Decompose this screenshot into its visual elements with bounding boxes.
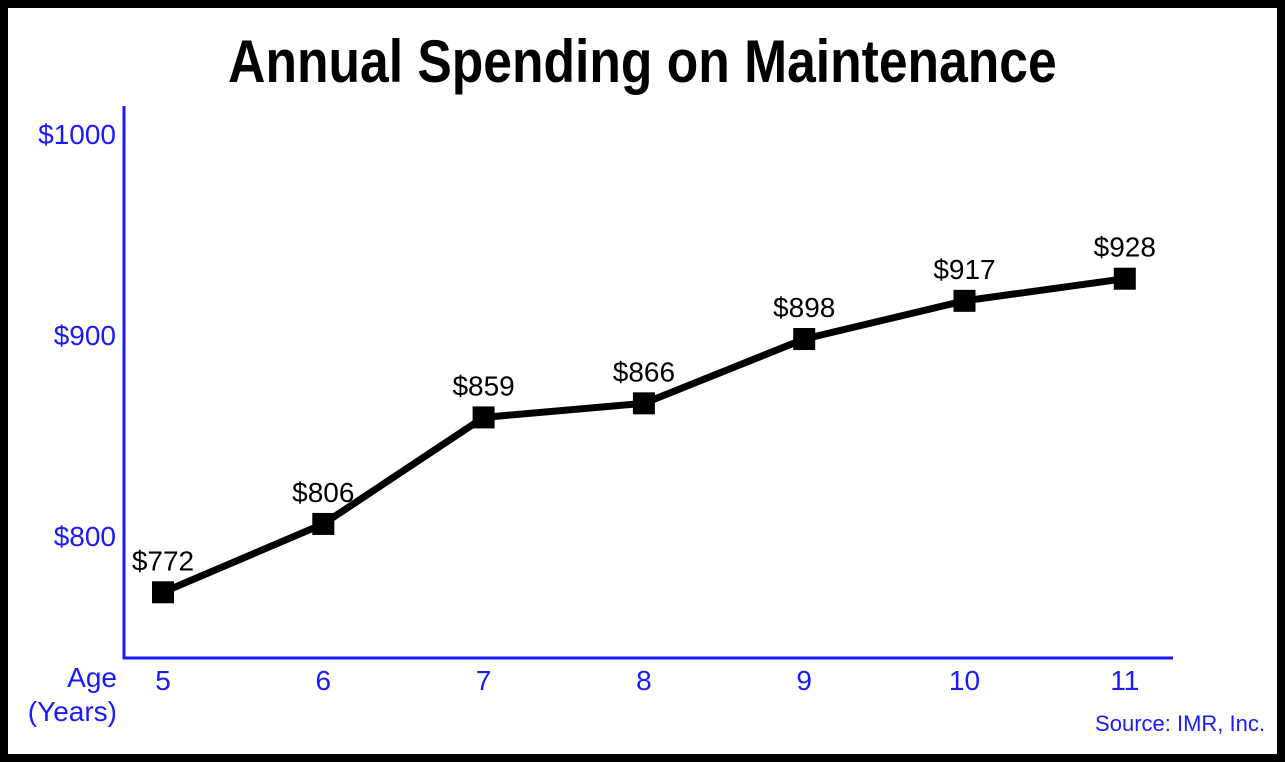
data-point-marker <box>312 512 335 535</box>
x-tick-label: 10 <box>949 665 980 696</box>
x-tick-label: 8 <box>636 665 652 696</box>
data-point-marker <box>793 328 816 351</box>
chart-marks: $772 $806 $859 $866 $898 $917 $928 <box>132 232 1156 604</box>
y-tick-label: $900 <box>54 320 116 351</box>
source-note: Source: IMR, Inc. <box>1095 711 1265 736</box>
y-tick-label: $1000 <box>38 119 116 150</box>
data-point-marker <box>152 581 174 604</box>
x-tick-label: 7 <box>476 665 492 696</box>
data-label: $859 <box>452 370 514 401</box>
data-label: $898 <box>773 292 835 323</box>
data-point-marker <box>1113 267 1136 290</box>
data-label: $917 <box>933 254 995 285</box>
data-point-marker <box>632 392 655 415</box>
x-tick-label: 5 <box>155 665 171 696</box>
chart-axes: $800 $900 $1000 5 6 7 8 9 10 11 Age(Years) <box>28 106 1173 727</box>
data-label: $928 <box>1094 232 1156 263</box>
data-label: $772 <box>132 545 194 576</box>
chart-title: Annual Spending on Maintenance <box>228 28 1057 95</box>
data-label: $806 <box>292 477 354 508</box>
x-axis-label: Age <box>67 662 117 693</box>
x-tick-label: 11 <box>1110 665 1139 696</box>
y-tick-label: $800 <box>54 521 116 552</box>
x-tick-label: 9 <box>796 665 812 696</box>
x-axis-label: (Years) <box>28 696 117 727</box>
x-tick-label: 6 <box>316 665 332 696</box>
data-point-marker <box>472 406 495 429</box>
data-point-marker <box>953 289 976 312</box>
series-line <box>159 275 1129 596</box>
data-label: $866 <box>613 356 675 387</box>
